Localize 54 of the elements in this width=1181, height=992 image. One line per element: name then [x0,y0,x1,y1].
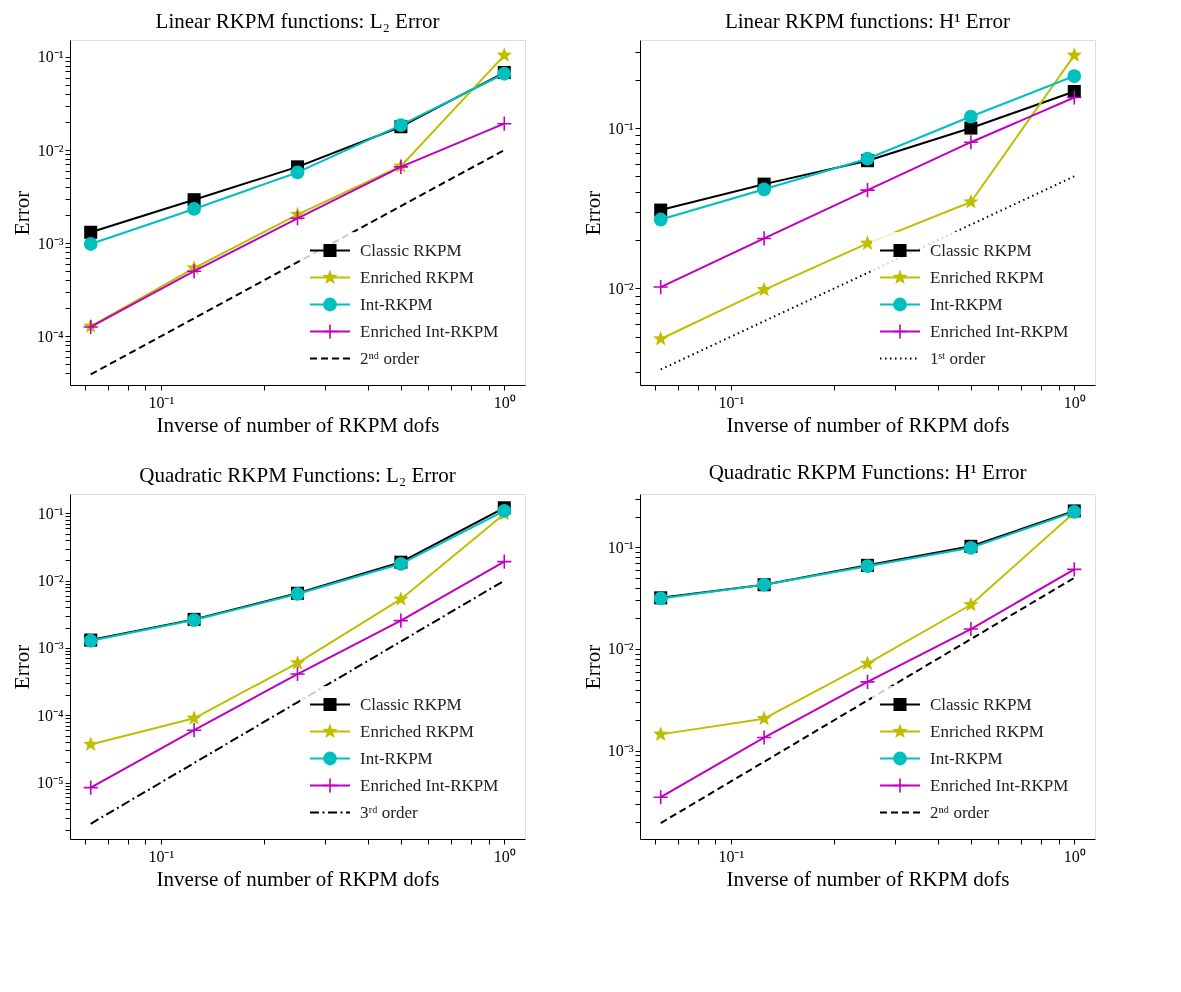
y-tick-label: 10⁻² [37,572,64,590]
x-axis-title: Inverse of number of RKPM dofs [726,412,1010,437]
y-tick-label: 10⁻³ [37,234,64,252]
legend-label: Classic RKPM [360,240,462,260]
legend-label: Classic RKPM [930,240,1032,260]
y-tick-label: 10⁻⁴ [36,327,64,345]
y-tick-label: 10⁻² [37,141,64,159]
y-tick-label: 10⁻¹ [37,48,64,66]
x-axis-title: Inverse of number of RKPM dofs [156,412,440,437]
y-tick-label: 10⁻⁵ [36,774,64,792]
x-tick-label: 10⁻¹ [148,847,175,865]
y-axis-title: Error [580,190,605,236]
x-axis-title: Inverse of number of RKPM dofs [156,866,440,891]
y-tick-label: 10⁻² [607,640,634,658]
y-axis-title: Error [580,644,605,690]
legend-label: Int-RKPM [360,294,433,314]
x-tick-label: 10⁰ [493,847,516,865]
y-tick-label: 10⁻³ [37,639,64,657]
chart-title: Quadratic RKPM Functions: L₂ Error [139,463,456,487]
x-tick-label: 10⁰ [1063,847,1086,865]
legend-label: Enriched Int-RKPM [930,775,1069,795]
legend-label: Int-RKPM [360,748,433,768]
legend-label: Int-RKPM [930,748,1003,768]
legend-label: Enriched RKPM [930,267,1044,287]
legend-label: Classic RKPM [930,694,1032,714]
legend-label: 2ⁿᵈ order [930,802,990,822]
legend-label: 3ʳᵈ order [360,802,418,822]
chart-title: Linear RKPM functions: L₂ Error [155,9,440,33]
chart-title: Quadratic RKPM Functions: H¹ Error [708,459,1027,484]
legend-label: Enriched RKPM [930,721,1044,741]
x-axis-title: Inverse of number of RKPM dofs [726,866,1010,891]
legend-label: Enriched RKPM [360,267,474,287]
legend-label: 1ˢᵗ order [930,348,986,368]
x-tick-label: 10⁻¹ [718,393,745,411]
x-tick-label: 10⁻¹ [718,847,745,865]
legend-label: Enriched Int-RKPM [360,321,499,341]
y-axis-title: Error [9,644,34,690]
x-tick-label: 10⁻¹ [148,393,175,411]
x-tick-label: 10⁰ [493,393,516,411]
legend-label: Enriched Int-RKPM [360,775,499,795]
chart-title: Linear RKPM functions: H¹ Error [724,9,1011,33]
y-tick-label: 10⁻¹ [607,538,634,556]
y-tick-label: 10⁻⁴ [36,706,64,724]
legend-label: Enriched RKPM [360,721,474,741]
y-tick-label: 10⁻³ [607,742,634,760]
y-tick-label: 10⁻¹ [37,504,64,522]
y-tick-label: 10⁻² [607,279,634,297]
legend-label: 2ⁿᵈ order [360,348,420,368]
legend-label: Int-RKPM [930,294,1003,314]
y-tick-label: 10⁻¹ [607,119,634,137]
x-tick-label: 10⁰ [1063,393,1086,411]
legend-label: Enriched Int-RKPM [930,321,1069,341]
legend-label: Classic RKPM [360,694,462,714]
y-axis-title: Error [9,190,34,236]
